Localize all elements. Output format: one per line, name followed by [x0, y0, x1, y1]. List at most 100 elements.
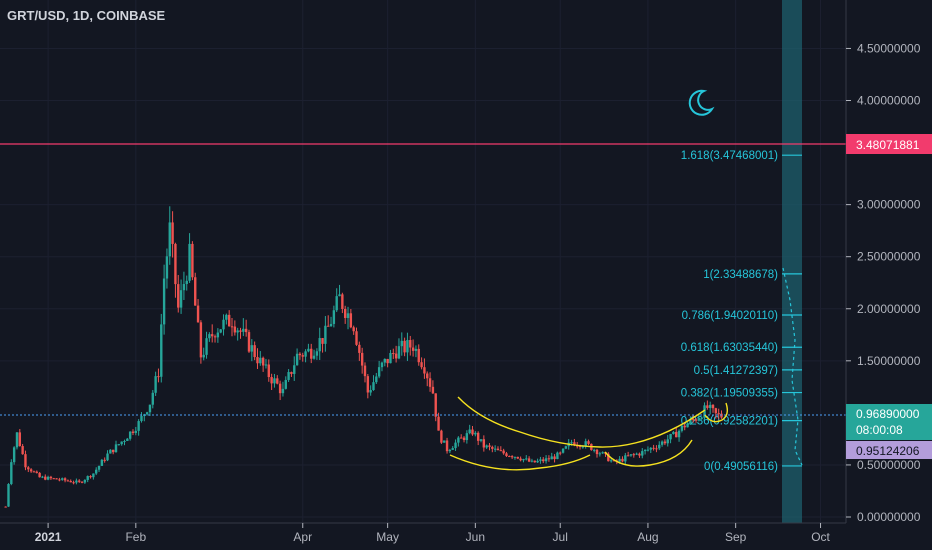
- fib-extension-tool[interactable]: 1.618(3.47468001) 1(2.33488678) 0.786(1.94…: [681, 150, 802, 473]
- candle: [12, 446, 16, 465]
- projection-zone: [782, 0, 802, 523]
- candle: [21, 443, 24, 455]
- candle: [400, 332, 403, 356]
- candle: [714, 407, 718, 419]
- candle: [49, 475, 53, 480]
- candle: [533, 460, 536, 463]
- candle: [109, 449, 112, 454]
- candle: [536, 458, 539, 463]
- candle: [145, 411, 149, 416]
- candle: [134, 426, 138, 436]
- time-axis[interactable]: 2021 Feb Apr May Jun Jul Aug Sep Oct: [35, 523, 831, 544]
- candle: [236, 327, 239, 341]
- candle: [72, 480, 75, 485]
- fib-level-label: 0.5(1.41272397): [694, 365, 779, 377]
- candle: [301, 352, 304, 362]
- candle: [259, 351, 262, 366]
- candle: [542, 457, 545, 464]
- candle: [95, 467, 98, 476]
- left-base-curve: [449, 454, 591, 471]
- last-price-value: 0.96890000: [856, 407, 920, 421]
- candle: [420, 357, 423, 370]
- candle: [216, 328, 220, 343]
- candle: [233, 320, 237, 336]
- candle: [92, 473, 95, 480]
- candle: [117, 443, 121, 446]
- candle: [346, 306, 350, 330]
- candle: [352, 325, 355, 335]
- candle: [556, 451, 559, 460]
- fib-level-label: 1.618(3.47468001): [681, 150, 778, 162]
- candle: [225, 313, 228, 325]
- candle: [185, 275, 188, 291]
- candle: [697, 414, 701, 422]
- candle: [510, 455, 514, 460]
- candle: [338, 284, 341, 297]
- price-axis[interactable]: 4.50000000 4.00000000 3.00000000 2.50000000…: [846, 41, 921, 524]
- candle: [219, 329, 222, 334]
- candle: [431, 380, 435, 395]
- candle: [270, 373, 273, 391]
- candle: [55, 478, 58, 480]
- candle: [18, 428, 22, 447]
- candle: [428, 372, 432, 392]
- candle: [298, 352, 302, 360]
- svg-text:3.48071881: 3.48071881: [856, 138, 920, 152]
- candle: [465, 430, 469, 444]
- candlestick-series: [4, 206, 723, 508]
- candle: [646, 446, 650, 452]
- candle: [372, 375, 375, 391]
- candle: [417, 344, 420, 366]
- price-tick-label: 4.00000000: [857, 94, 921, 108]
- candle: [457, 436, 460, 447]
- cup-handle-pattern[interactable]: [449, 396, 729, 471]
- candle: [174, 242, 177, 298]
- candle: [80, 481, 84, 484]
- candle: [527, 456, 531, 463]
- candle: [482, 435, 486, 452]
- candle: [423, 358, 426, 379]
- candle: [83, 479, 87, 484]
- fib-level-label: 0.786(1.94020110): [682, 310, 779, 322]
- candle: [519, 456, 522, 462]
- candle: [559, 451, 562, 456]
- candle: [686, 422, 689, 428]
- time-tick-label: Oct: [811, 530, 830, 544]
- candle: [327, 315, 330, 327]
- candle: [451, 446, 454, 451]
- candle: [700, 416, 703, 420]
- candle: [609, 458, 613, 463]
- candle: [341, 292, 344, 314]
- candle: [397, 338, 401, 360]
- candle: [27, 465, 30, 473]
- candle: [476, 431, 480, 446]
- svg-text:0.95124206: 0.95124206: [856, 444, 920, 458]
- time-tick-label: 2021: [35, 530, 62, 544]
- candle: [635, 452, 638, 456]
- price-tick-label: 2.00000000: [857, 302, 921, 316]
- candle: [445, 437, 449, 454]
- bar-countdown: 08:00:08: [856, 423, 903, 437]
- candle: [52, 477, 55, 480]
- candle: [244, 319, 248, 337]
- candle: [253, 341, 256, 361]
- fib-level-label: 0.236(0.92582201): [681, 416, 778, 428]
- candle: [663, 439, 667, 446]
- candle: [35, 470, 38, 474]
- fib-level-label: 0.382(1.19509355): [681, 388, 778, 400]
- price-tick-label: 4.50000000: [857, 41, 921, 55]
- candle: [530, 458, 534, 463]
- candle: [196, 299, 200, 323]
- candle: [182, 271, 186, 301]
- candle: [380, 361, 384, 372]
- candle: [10, 459, 13, 486]
- fib-level-label: 0.618(1.63035440): [681, 342, 778, 354]
- candle: [669, 433, 672, 444]
- candle: [369, 385, 372, 396]
- candle: [505, 451, 508, 457]
- candle: [100, 458, 104, 467]
- candle: [443, 440, 446, 443]
- candle: [89, 475, 92, 479]
- candle: [151, 389, 154, 409]
